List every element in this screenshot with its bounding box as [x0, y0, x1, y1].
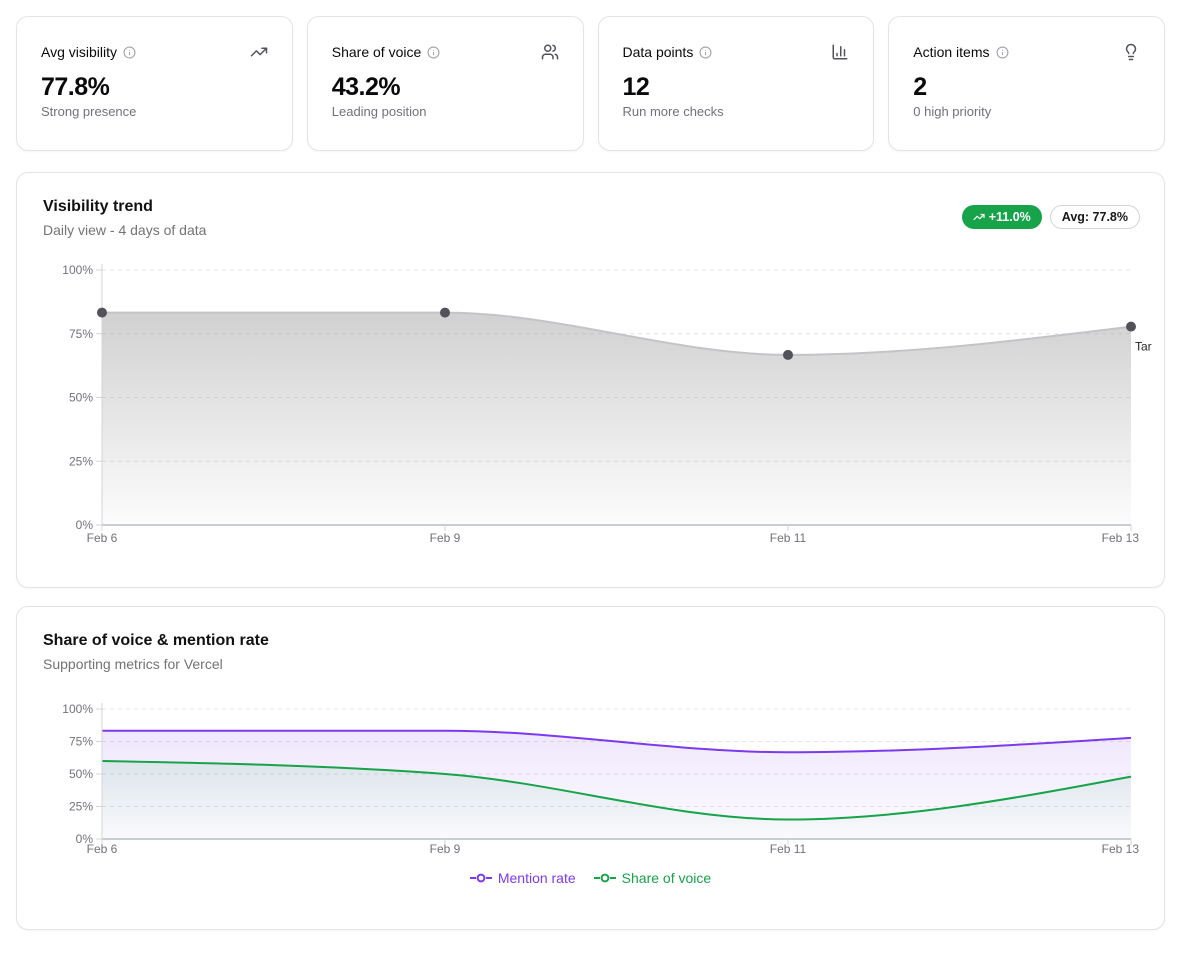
bar-chart-icon — [831, 43, 849, 61]
svg-text:Feb 13: Feb 13 — [1102, 531, 1140, 545]
line-legend-icon — [469, 873, 492, 883]
stat-value: 43.2% — [331, 73, 401, 101]
svg-text:25%: 25% — [69, 454, 93, 468]
info-icon[interactable] — [123, 46, 136, 59]
stat-label: Data points — [622, 44, 694, 60]
stat-card-action-items: Action items 2 0 high priority — [888, 16, 1165, 151]
stat-sub: Leading position — [331, 104, 427, 119]
svg-text:100%: 100% — [62, 702, 93, 716]
avg-badge: Avg: 77.8% — [1049, 205, 1140, 229]
users-icon — [541, 43, 559, 61]
stat-value: 77.8% — [41, 73, 110, 101]
change-badge-label: +11.0% — [988, 210, 1031, 224]
trending-up-icon — [250, 43, 268, 61]
card-title: Visibility trend — [43, 198, 153, 215]
stat-sub: Run more checks — [622, 104, 724, 119]
svg-text:25%: 25% — [69, 800, 93, 814]
svg-text:Feb 6: Feb 6 — [87, 531, 118, 545]
svg-text:0%: 0% — [76, 832, 94, 846]
svg-text:75%: 75% — [69, 735, 93, 749]
stat-sub: 0 high priority — [913, 104, 992, 119]
visibility-header-text: Visibility trend Daily view - 4 days of … — [43, 197, 206, 238]
svg-text:50%: 50% — [69, 391, 93, 405]
card-subtitle: Supporting metrics for Vercel — [43, 656, 223, 672]
stat-label: Share of voice — [331, 44, 422, 60]
svg-text:Feb 11: Feb 11 — [770, 842, 807, 856]
svg-text:Feb 13: Feb 13 — [1102, 842, 1140, 856]
legend-item-share-of-voice[interactable]: Share of voice — [593, 870, 712, 886]
legend-label: Share of voice — [621, 870, 712, 886]
line-legend-icon — [593, 873, 616, 883]
svg-text:Feb 11: Feb 11 — [770, 531, 807, 545]
svg-text:100%: 100% — [62, 263, 93, 277]
change-badge: +11.0% — [961, 205, 1042, 229]
info-icon[interactable] — [699, 46, 712, 59]
stats-row: Avg visibility 77.8% Strong presence Sha… — [16, 16, 1165, 151]
sov-mention-card: Share of voice & mention rate Supporting… — [16, 606, 1165, 930]
trending-up-icon — [973, 211, 985, 223]
stat-label: Action items — [913, 44, 990, 60]
stat-value: 2 — [913, 73, 927, 101]
stat-label: Avg visibility — [41, 44, 117, 60]
svg-text:50%: 50% — [69, 767, 93, 781]
info-icon[interactable] — [996, 46, 1009, 59]
svg-text:75%: 75% — [69, 327, 93, 341]
chart-legend: Mention rate Share of voice — [33, 870, 1148, 886]
svg-text:Feb 9: Feb 9 — [430, 531, 461, 545]
legend-item-mention-rate[interactable]: Mention rate — [469, 870, 576, 886]
stat-sub: Strong presence — [41, 104, 137, 119]
legend-label: Mention rate — [497, 870, 576, 886]
card-title: Share of voice & mention rate — [43, 632, 269, 649]
sov-mention-chart[interactable]: 0% 25% 50% 75% 100% Feb 6 Feb 9 Feb 11 Feb 13 — [33, 698, 1152, 864]
svg-text:0%: 0% — [76, 518, 94, 532]
target-line-label: Tar — [1135, 340, 1152, 354]
info-icon[interactable] — [427, 46, 440, 59]
svg-text:Feb 9: Feb 9 — [430, 842, 461, 856]
visibility-trend-chart[interactable]: 0% 25% 50% 75% 100% Feb 6 Feb 9 Feb 11 Feb 13 Tar — [33, 254, 1152, 554]
stat-card-data-points: Data points 12 Run more checks — [597, 16, 875, 151]
card-subtitle: Daily view - 4 days of data — [43, 222, 207, 238]
lightbulb-icon — [1122, 43, 1140, 61]
visibility-trend-card: Visibility trend Daily view - 4 days of … — [16, 172, 1165, 588]
stat-card-share-of-voice: Share of voice 43.2% Leading position — [306, 16, 584, 151]
svg-text:Feb 6: Feb 6 — [87, 842, 118, 856]
stat-card-avg-visibility: Avg visibility 77.8% Strong presence — [16, 16, 293, 151]
stat-value: 12 — [622, 73, 650, 101]
sov-header-text: Share of voice & mention rate Supporting… — [43, 631, 269, 672]
